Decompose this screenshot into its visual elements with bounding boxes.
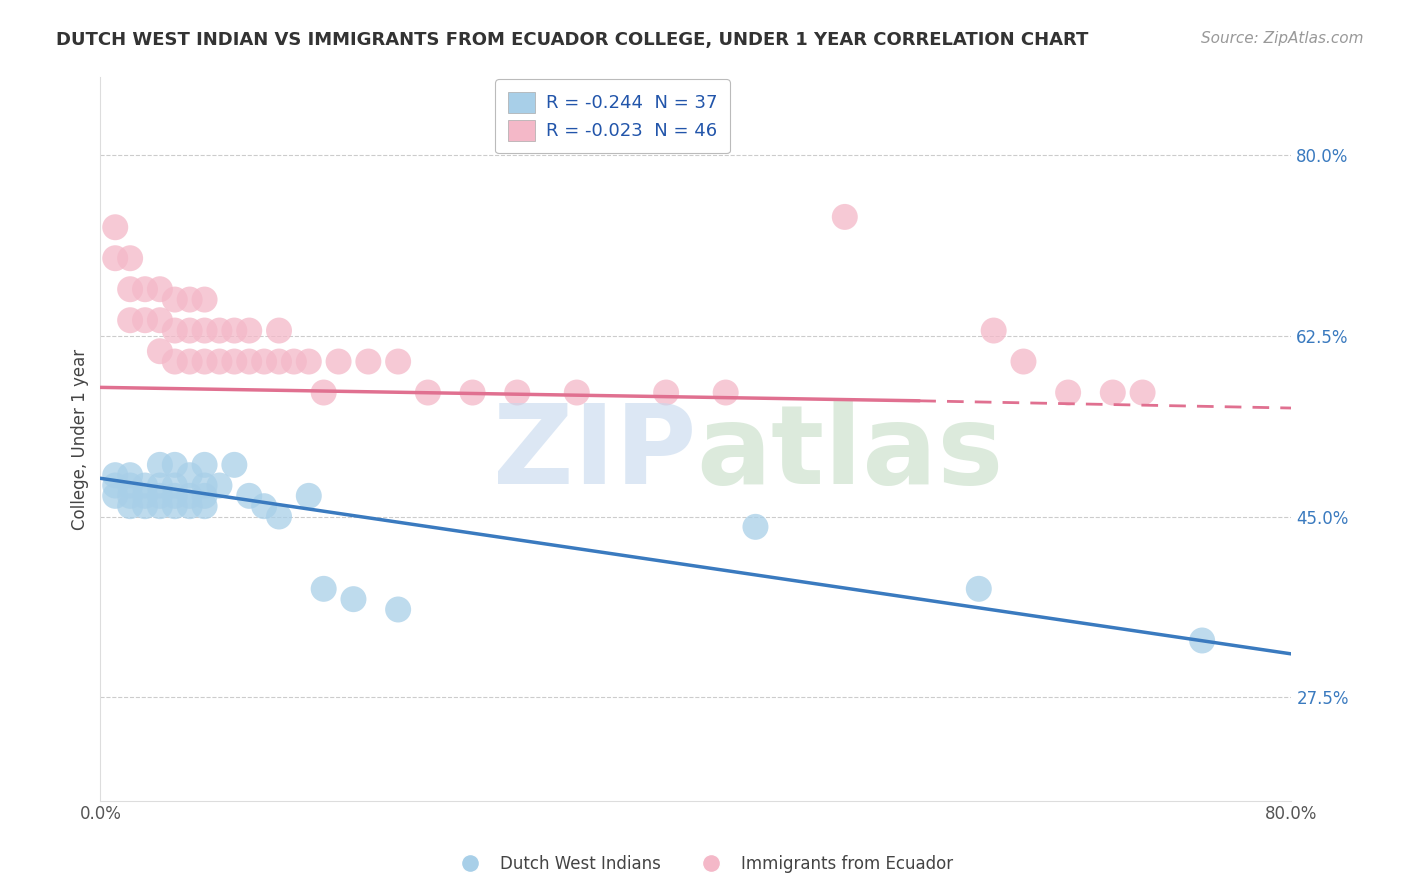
Point	[655, 385, 678, 400]
Point	[179, 293, 201, 307]
Point	[104, 252, 127, 266]
Point	[163, 489, 186, 503]
Point	[134, 282, 156, 296]
Point	[134, 499, 156, 513]
Point	[357, 354, 380, 368]
Point	[238, 354, 260, 368]
Text: Source: ZipAtlas.com: Source: ZipAtlas.com	[1201, 31, 1364, 46]
Point	[224, 354, 246, 368]
Point	[744, 520, 766, 534]
Y-axis label: College, Under 1 year: College, Under 1 year	[72, 349, 89, 530]
Point	[328, 354, 350, 368]
Point	[194, 324, 217, 338]
Point	[120, 478, 142, 492]
Point	[179, 499, 201, 513]
Point	[312, 582, 335, 596]
Point	[1057, 385, 1080, 400]
Point	[120, 499, 142, 513]
Point	[312, 385, 335, 400]
Point	[387, 602, 409, 616]
Point	[134, 313, 156, 327]
Point	[253, 354, 276, 368]
Point	[194, 499, 217, 513]
Point	[194, 354, 217, 368]
Point	[298, 489, 321, 503]
Point	[416, 385, 439, 400]
Point	[1132, 385, 1154, 400]
Point	[104, 468, 127, 483]
Point	[179, 324, 201, 338]
Point	[163, 293, 186, 307]
Point	[120, 282, 142, 296]
Point	[134, 489, 156, 503]
Point	[208, 324, 231, 338]
Point	[149, 282, 172, 296]
Text: DUTCH WEST INDIAN VS IMMIGRANTS FROM ECUADOR COLLEGE, UNDER 1 YEAR CORRELATION C: DUTCH WEST INDIAN VS IMMIGRANTS FROM ECU…	[56, 31, 1088, 49]
Point	[267, 324, 290, 338]
Legend: Dutch West Indians, Immigrants from Ecuador: Dutch West Indians, Immigrants from Ecua…	[447, 848, 959, 880]
Point	[267, 354, 290, 368]
Point	[194, 489, 217, 503]
Legend: R = -0.244  N = 37, R = -0.023  N = 46: R = -0.244 N = 37, R = -0.023 N = 46	[495, 79, 730, 153]
Point	[1101, 385, 1123, 400]
Point	[714, 385, 737, 400]
Point	[120, 313, 142, 327]
Point	[104, 489, 127, 503]
Point	[179, 468, 201, 483]
Point	[163, 354, 186, 368]
Point	[253, 499, 276, 513]
Point	[283, 354, 305, 368]
Point	[179, 489, 201, 503]
Point	[1191, 633, 1213, 648]
Point	[163, 478, 186, 492]
Point	[565, 385, 588, 400]
Point	[149, 478, 172, 492]
Point	[149, 458, 172, 472]
Point	[342, 592, 364, 607]
Point	[149, 344, 172, 359]
Point	[1012, 354, 1035, 368]
Point	[163, 324, 186, 338]
Point	[134, 478, 156, 492]
Point	[967, 582, 990, 596]
Point	[208, 354, 231, 368]
Point	[104, 220, 127, 235]
Point	[238, 324, 260, 338]
Text: atlas: atlas	[696, 400, 1004, 507]
Point	[194, 293, 217, 307]
Point	[224, 458, 246, 472]
Point	[506, 385, 529, 400]
Point	[298, 354, 321, 368]
Point	[120, 252, 142, 266]
Point	[387, 354, 409, 368]
Text: ZIP: ZIP	[492, 400, 696, 507]
Point	[179, 354, 201, 368]
Point	[983, 324, 1005, 338]
Point	[149, 499, 172, 513]
Point	[194, 458, 217, 472]
Point	[104, 478, 127, 492]
Point	[163, 458, 186, 472]
Point	[149, 313, 172, 327]
Point	[267, 509, 290, 524]
Point	[120, 489, 142, 503]
Point	[149, 489, 172, 503]
Point	[163, 499, 186, 513]
Point	[238, 489, 260, 503]
Point	[120, 468, 142, 483]
Point	[461, 385, 484, 400]
Point	[194, 478, 217, 492]
Point	[224, 324, 246, 338]
Point	[208, 478, 231, 492]
Point	[834, 210, 856, 224]
